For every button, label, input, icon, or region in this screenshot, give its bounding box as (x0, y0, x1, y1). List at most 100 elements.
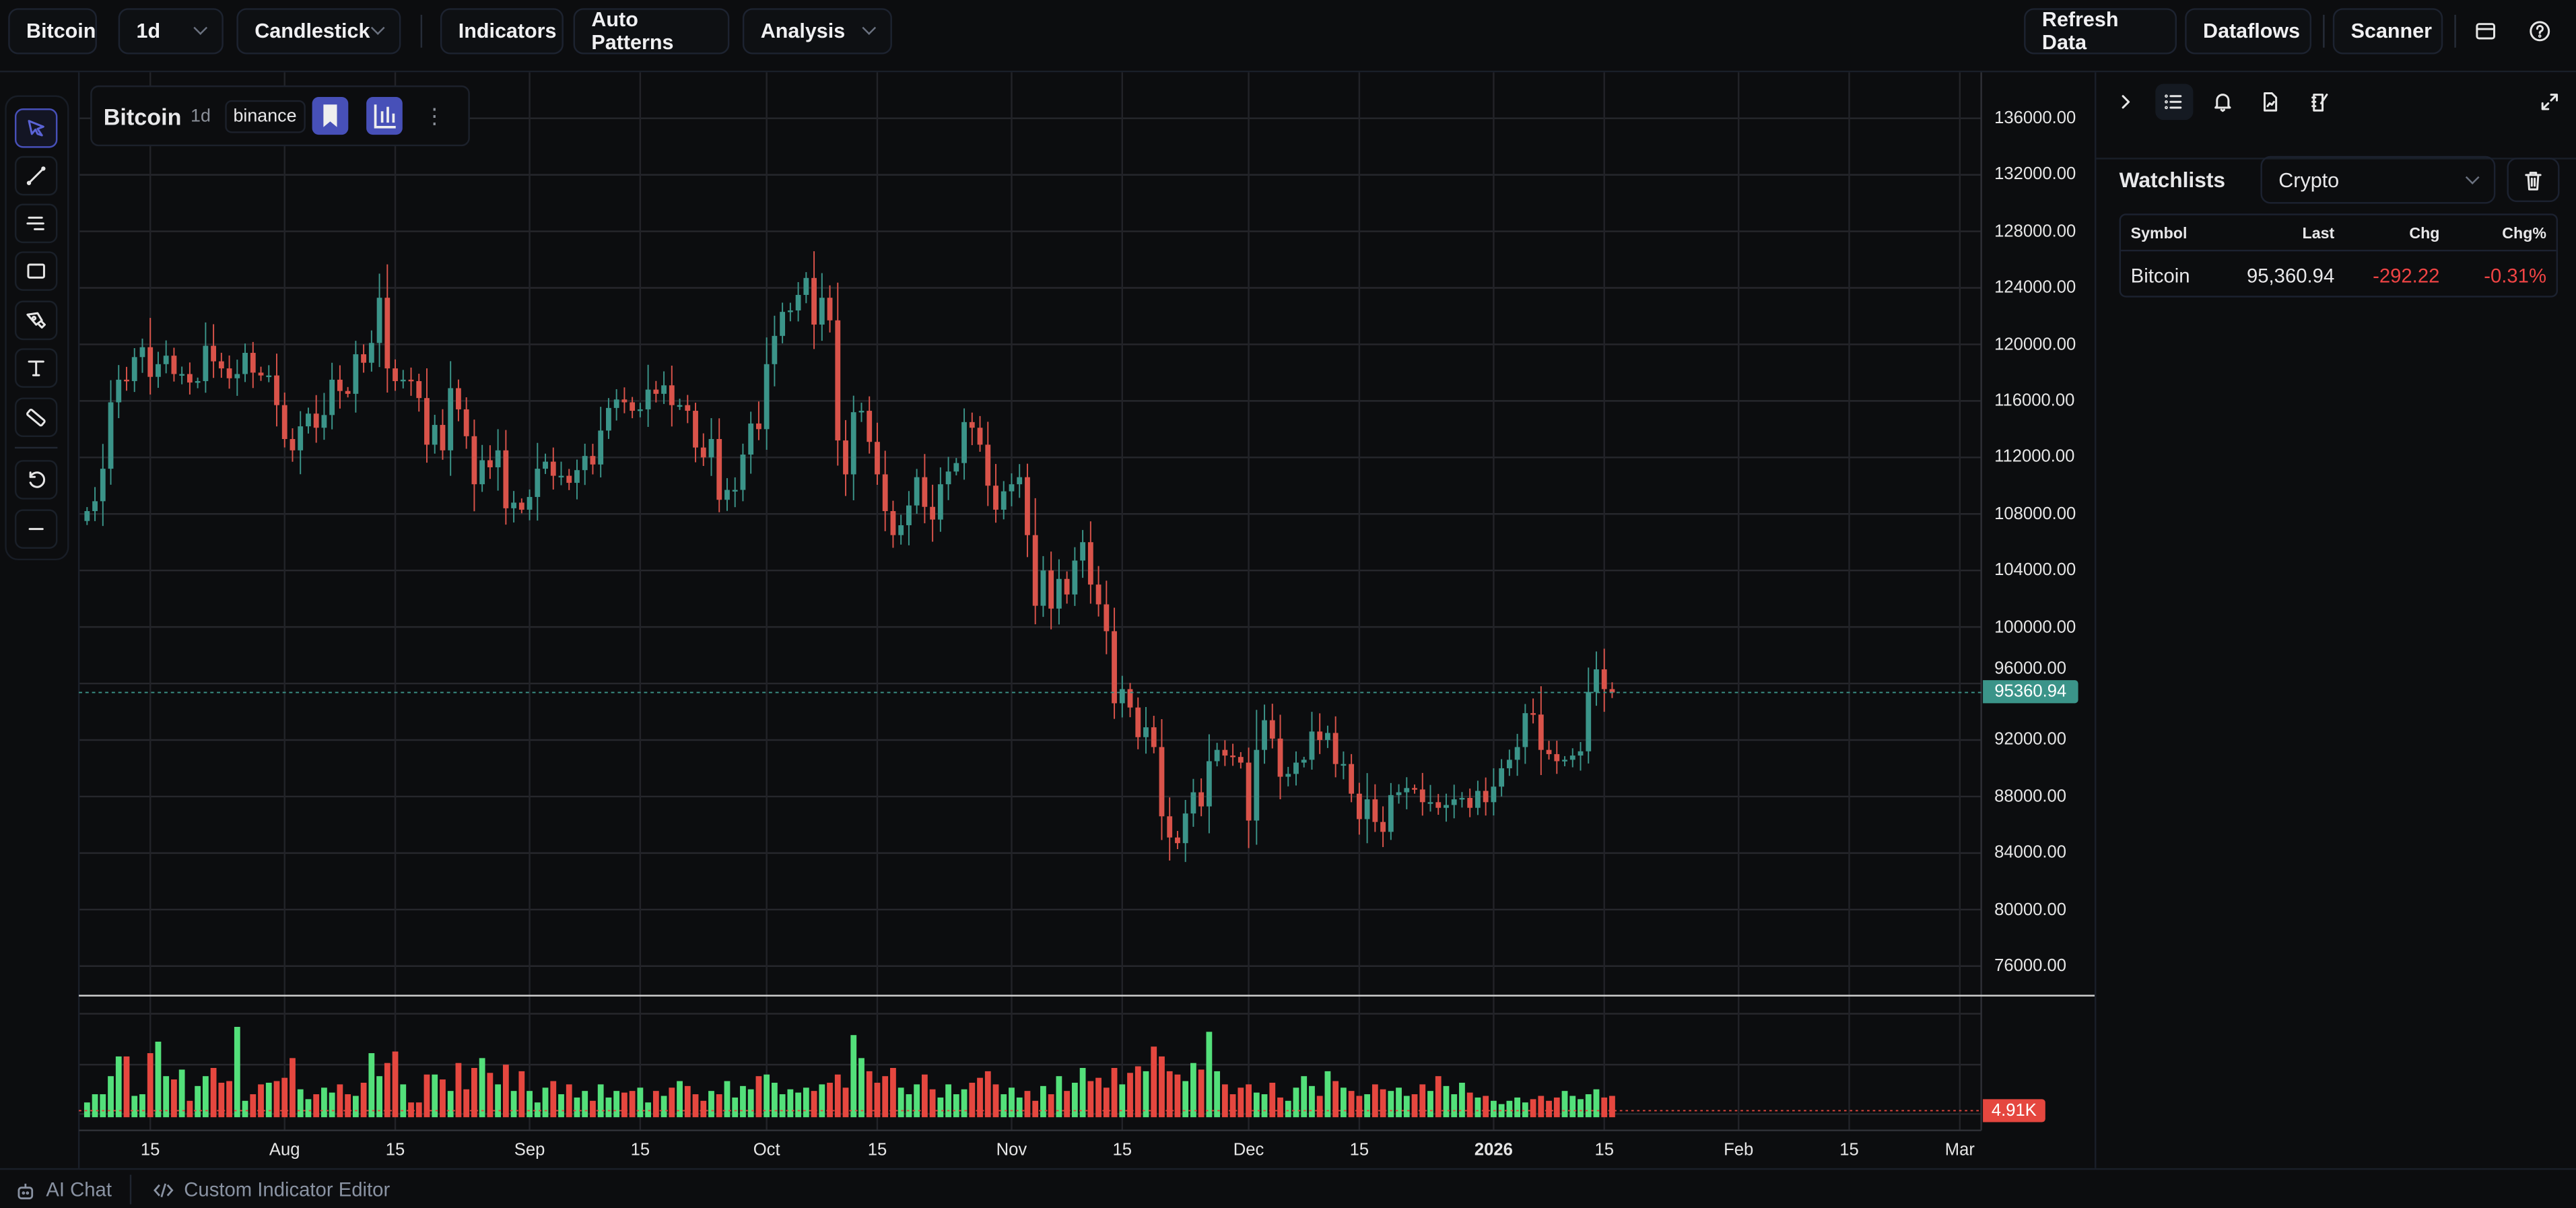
analysis-select[interactable]: Analysis (742, 8, 892, 55)
volume-bar (1324, 1071, 1331, 1118)
volume-bar (866, 1071, 873, 1118)
auto-patterns-button[interactable]: Auto Patterns (573, 8, 730, 55)
candle-body (1412, 788, 1417, 790)
text-tool[interactable] (14, 348, 58, 388)
candle-body (1562, 760, 1567, 762)
volume-bar (92, 1094, 98, 1118)
cursor-tool[interactable] (14, 108, 58, 148)
price-tick-label: 128000.00 (1994, 221, 2076, 242)
volume-bar (992, 1084, 999, 1118)
volume-bar (914, 1084, 920, 1118)
volume-bar (1221, 1084, 1228, 1118)
bookmark-button[interactable] (312, 96, 349, 135)
layout-card-icon[interactable] (2474, 20, 2497, 51)
custom-indicator-editor-button[interactable]: Custom Indicator Editor (153, 1178, 390, 1201)
alerts-bell-icon[interactable] (2211, 90, 2234, 121)
fib-lines-tool[interactable] (14, 203, 58, 244)
volume-bar (558, 1094, 564, 1118)
col-last[interactable]: Last (2302, 225, 2335, 244)
drawing-toolbar (5, 95, 69, 561)
candle-body (1127, 689, 1133, 708)
hide-tools-button[interactable] (14, 509, 58, 549)
volume-bar (321, 1087, 327, 1118)
col-symbol[interactable]: Symbol (2130, 225, 2188, 244)
dataflows-button[interactable]: Dataflows (2185, 8, 2312, 55)
volume-bar (1585, 1094, 1592, 1118)
candle-body (764, 364, 770, 430)
price-tick-label: 88000.00 (1994, 786, 2067, 807)
volume-bar (131, 1096, 138, 1118)
volume-bar (329, 1092, 335, 1118)
rectangle-tool[interactable] (14, 251, 58, 291)
volume-bar (1443, 1085, 1450, 1118)
expand-icon[interactable] (2538, 90, 2561, 121)
candle-body (669, 385, 675, 405)
indicators-button[interactable]: Indicators (440, 8, 564, 55)
col-chg-pct[interactable]: Chg% (2502, 225, 2546, 244)
volume-bar (440, 1079, 446, 1118)
watchlist-tab-icon[interactable] (2155, 83, 2194, 121)
candle-body (795, 294, 801, 311)
ai-chat-button[interactable]: AI Chat (15, 1178, 112, 1201)
volume-bar (771, 1082, 778, 1118)
pen-tool[interactable] (14, 300, 58, 341)
candle-body (1601, 669, 1607, 690)
volume-bar (550, 1081, 557, 1118)
report-document-icon[interactable] (2259, 90, 2282, 121)
candle-body (898, 525, 904, 535)
volume-toggle-button[interactable] (366, 96, 403, 135)
candle-body (368, 343, 374, 363)
volume-bar (1546, 1100, 1552, 1118)
candle-body (1032, 535, 1038, 606)
volume-bar (677, 1081, 683, 1118)
chart-type-select[interactable]: Candlestick (236, 8, 401, 55)
chart-type-label: Candlestick (255, 20, 370, 43)
candle-body (558, 475, 564, 478)
refresh-data-button[interactable]: Refresh Data (2024, 8, 2177, 55)
volume-bar (621, 1092, 628, 1118)
more-options-icon[interactable]: ⋮ (423, 103, 446, 129)
notebook-icon[interactable] (2308, 90, 2331, 121)
row-symbol: Bitcoin (2130, 264, 2190, 288)
candle-body (1001, 491, 1007, 510)
trend-line-tool[interactable] (14, 156, 58, 196)
volume-bar (645, 1102, 651, 1118)
volume-bar (1388, 1091, 1394, 1118)
volume-bar (1151, 1046, 1157, 1118)
watchlist-select[interactable]: Crypto (2260, 156, 2496, 204)
candle-body (234, 374, 240, 378)
candle-body (1388, 795, 1394, 832)
custom-indicator-label: Custom Indicator Editor (184, 1178, 391, 1201)
code-icon (154, 1182, 174, 1197)
candle-body (772, 335, 778, 364)
interval-select[interactable]: 1d (118, 8, 224, 55)
candle-body (1206, 761, 1212, 807)
time-tick-label: 15 (1349, 1140, 1369, 1160)
candle-body (1554, 753, 1560, 762)
volume-bar (115, 1056, 122, 1118)
candle-body (1293, 762, 1299, 774)
candle-body (606, 407, 611, 431)
table-row[interactable]: Bitcoin 95,360.94 -292.22 -0.31% (2121, 251, 2556, 297)
col-chg[interactable]: Chg (2409, 225, 2440, 244)
candle-body (1475, 791, 1481, 808)
legend-exchange: binance (225, 100, 305, 133)
delete-watchlist-button[interactable] (2507, 158, 2560, 203)
candle-body (290, 439, 296, 450)
candle-body (1080, 542, 1086, 561)
volume-bar (210, 1068, 217, 1118)
volume-bar (1143, 1071, 1149, 1118)
scanner-button[interactable]: Scanner (2332, 8, 2443, 55)
candle-body (787, 310, 793, 312)
help-icon[interactable] (2528, 20, 2551, 51)
undo-tool[interactable] (14, 460, 58, 500)
ruler-tool[interactable] (14, 397, 58, 438)
symbol-button[interactable]: Bitcoin (8, 8, 97, 55)
candle-body (985, 444, 991, 486)
time-tick-label: 15 (1839, 1140, 1859, 1160)
candle-body (819, 298, 825, 325)
candle-body (503, 450, 509, 508)
time-tick-label: Mar (1944, 1140, 1975, 1160)
collapse-panel-icon[interactable] (2114, 90, 2137, 121)
